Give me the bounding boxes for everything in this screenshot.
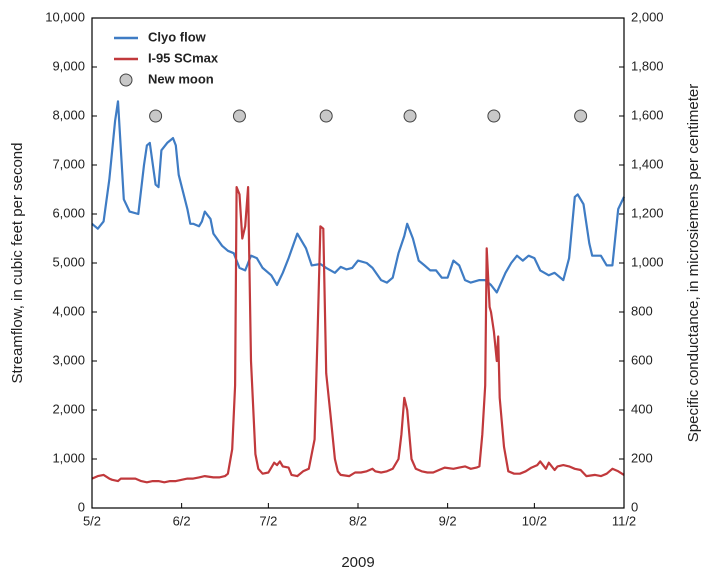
y-axis-label: Streamflow, in cubic feet per second xyxy=(9,143,26,384)
y-tick-label: 2,000 xyxy=(52,401,85,416)
y-tick-label: 10,000 xyxy=(45,9,85,24)
x-tick-label: 7/2 xyxy=(259,513,277,528)
y2-tick-label: 2,000 xyxy=(631,9,664,24)
legend-marker xyxy=(119,73,133,87)
new-moon-marker xyxy=(574,109,588,123)
y-tick-label: 9,000 xyxy=(52,58,85,73)
y2-tick-label: 0 xyxy=(631,499,638,514)
y2-tick-label: 1,400 xyxy=(631,156,664,171)
y2-tick-label: 1,600 xyxy=(631,107,664,122)
y-tick-label: 1,000 xyxy=(52,450,85,465)
new-moon-marker xyxy=(403,109,417,123)
y2-tick-label: 400 xyxy=(631,401,653,416)
y2-tick-label: 600 xyxy=(631,352,653,367)
y-tick-label: 8,000 xyxy=(52,107,85,122)
series-line xyxy=(91,100,625,294)
y2-tick-label: 1,200 xyxy=(631,205,664,220)
plot-frame xyxy=(91,17,625,509)
y2-tick-label: 200 xyxy=(631,450,653,465)
y-tick-label: 6,000 xyxy=(52,205,85,220)
x-tick-label: 11/2 xyxy=(612,513,636,528)
legend-label: Clyo flow xyxy=(148,29,207,44)
y-tick-label: 0 xyxy=(78,499,85,514)
y-tick-label: 4,000 xyxy=(52,303,85,318)
x-tick-label: 10/2 xyxy=(522,513,547,528)
new-moon-marker xyxy=(319,109,333,123)
y-tick-label: 7,000 xyxy=(52,156,85,171)
new-moon-marker xyxy=(149,109,163,123)
y2-axis-label: Specific conductance, in microsiemens pe… xyxy=(685,84,702,443)
y2-tick-label: 1,800 xyxy=(631,58,664,73)
new-moon-marker xyxy=(232,109,246,123)
new-moon-marker xyxy=(487,109,501,123)
y-tick-label: 3,000 xyxy=(52,352,85,367)
series-line xyxy=(91,186,625,484)
x-tick-label: 8/2 xyxy=(349,513,367,528)
x-tick-label: 6/2 xyxy=(173,513,191,528)
x-tick-label: 9/2 xyxy=(439,513,457,528)
y2-tick-label: 1,000 xyxy=(631,254,664,269)
x-tick-label: 5/2 xyxy=(83,513,101,528)
y-tick-label: 5,000 xyxy=(52,254,85,269)
legend-label: I-95 SCmax xyxy=(148,50,219,65)
legend-label: New moon xyxy=(148,71,214,86)
x-axis-label: 2009 xyxy=(341,554,374,571)
y2-tick-label: 800 xyxy=(631,303,653,318)
